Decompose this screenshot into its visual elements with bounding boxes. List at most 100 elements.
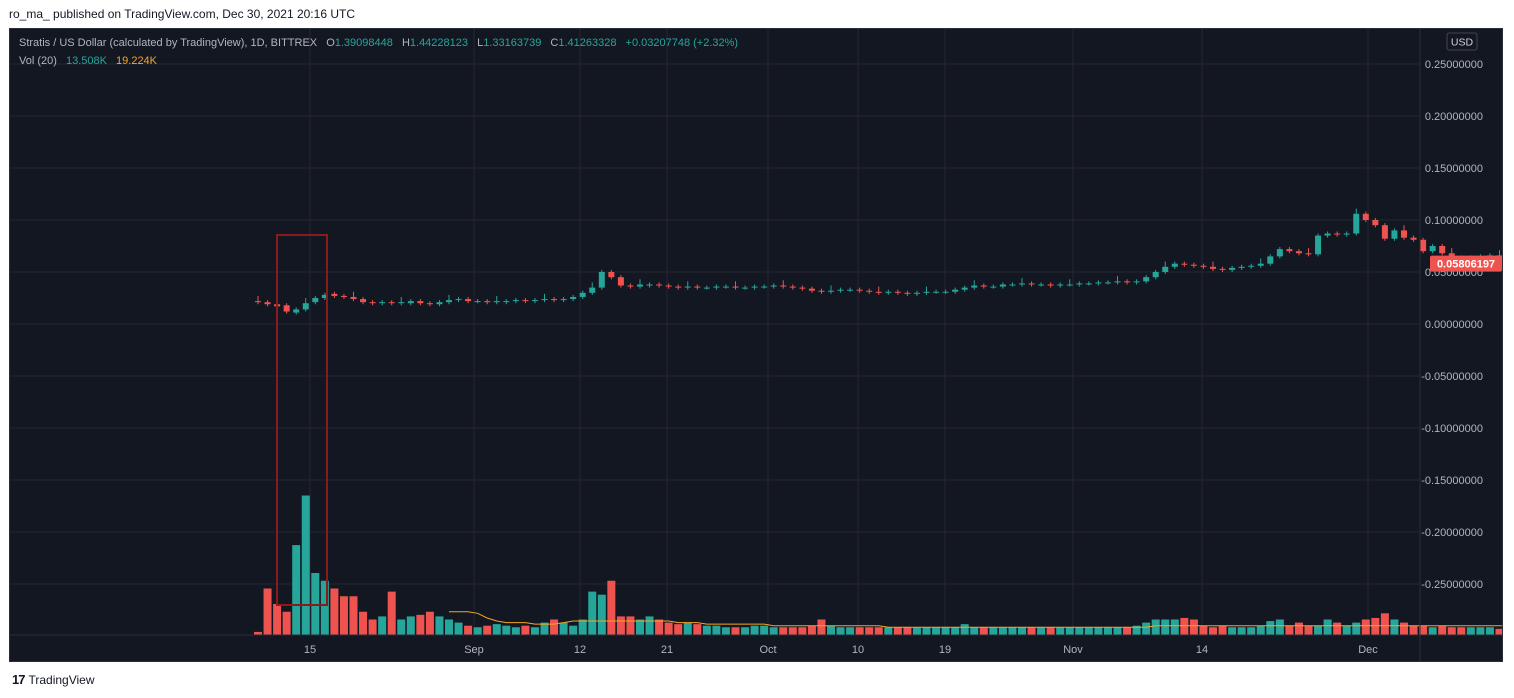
volume-bar — [292, 545, 301, 635]
candle — [646, 282, 653, 288]
candle-body — [885, 291, 892, 293]
candle-body — [283, 305, 290, 312]
candle-body — [1401, 230, 1407, 238]
candle — [933, 289, 940, 294]
candle-body — [1353, 213, 1360, 234]
candle-body — [1448, 253, 1455, 258]
price-chart[interactable]: 0.25000000 0.20000000 0.15000000 0.10000000… — [10, 29, 1503, 662]
volume-bar — [941, 627, 950, 635]
volume-bar — [1065, 627, 1074, 635]
volume-bar — [1438, 625, 1447, 635]
candle — [789, 284, 796, 290]
candle — [770, 283, 777, 289]
volume-bar — [1294, 622, 1303, 635]
volume-bar — [1476, 627, 1485, 635]
candle-body — [1076, 283, 1083, 285]
candle-body — [780, 285, 787, 287]
currency-button[interactable]: USD — [1446, 32, 1478, 51]
volume-bar — [540, 622, 549, 635]
candle — [1210, 261, 1216, 271]
candle — [360, 296, 367, 305]
candle-body — [1047, 284, 1054, 286]
volume-bar — [683, 622, 692, 635]
candle-body — [837, 289, 844, 291]
candle — [302, 298, 309, 312]
chart-frame[interactable]: 0.25000000 0.20000000 0.15000000 0.10000000… — [9, 28, 1503, 662]
candle-body — [761, 286, 768, 288]
candle — [1143, 275, 1150, 284]
candle-body — [551, 299, 558, 301]
volume-label: Vol (20) — [19, 55, 57, 67]
volume-bar — [445, 619, 453, 635]
candle-body — [302, 303, 309, 310]
candle-body — [331, 293, 338, 296]
volume-bar — [378, 616, 387, 635]
volume-bar — [1132, 625, 1141, 635]
volume-bar — [1371, 617, 1380, 635]
candle-body — [598, 272, 605, 288]
candle — [283, 303, 290, 314]
candle-body — [512, 300, 519, 302]
candle — [1391, 228, 1398, 241]
volume-bar — [349, 596, 358, 635]
candle — [722, 284, 729, 289]
candle — [264, 300, 271, 307]
y-tick-label: 0.10000000 — [1425, 215, 1483, 227]
volume-bar — [741, 627, 750, 635]
footer-brand[interactable]: TradingView — [28, 672, 95, 687]
x-tick-label: 19 — [939, 644, 951, 656]
volume-bar — [454, 622, 463, 635]
candle-body — [1267, 256, 1274, 264]
candlesticks — [255, 208, 1502, 315]
candle — [551, 296, 558, 303]
volume-bar — [1027, 627, 1036, 635]
candle — [407, 299, 414, 306]
candle-body — [770, 285, 777, 287]
candle — [780, 280, 787, 289]
volume-bar — [254, 631, 262, 635]
candle — [894, 289, 901, 295]
candle-body — [255, 301, 261, 303]
candle-body — [1104, 282, 1111, 284]
candle-body — [1420, 239, 1427, 252]
candle-body — [465, 299, 472, 302]
x-tick-label: 21 — [661, 644, 673, 656]
candle-body — [694, 286, 701, 288]
candle — [293, 307, 300, 315]
volume-bar — [1103, 627, 1112, 635]
candle — [465, 296, 472, 304]
volume-bar — [1046, 627, 1055, 635]
candle — [1009, 282, 1016, 287]
volume-bar — [1170, 619, 1179, 635]
legend-symbol: Stratis / US Dollar (calculated by Tradi… — [19, 37, 318, 49]
candle — [904, 290, 911, 296]
candle — [1171, 261, 1178, 269]
legend: Stratis / US Dollar (calculated by Tradi… — [19, 37, 738, 67]
candle — [1362, 211, 1369, 223]
candle-body — [1286, 249, 1293, 252]
candle — [340, 293, 347, 300]
volume-bar — [1428, 627, 1437, 635]
candle-body — [407, 301, 414, 304]
candle-body — [1410, 237, 1417, 240]
candle — [1229, 265, 1236, 272]
candle-body — [1009, 284, 1016, 286]
volume-bar — [893, 627, 902, 635]
candle — [999, 282, 1006, 289]
volume-bar — [1123, 627, 1132, 635]
candle — [1276, 247, 1283, 259]
candle-body — [1143, 277, 1150, 282]
candle — [1152, 269, 1159, 280]
candle — [1315, 233, 1322, 257]
candle — [1353, 208, 1360, 236]
candle — [1124, 279, 1131, 285]
volume-bar — [664, 622, 673, 635]
candle — [1133, 279, 1140, 285]
volume-bar — [492, 624, 501, 635]
candle — [617, 275, 624, 288]
candle-body — [1085, 283, 1092, 285]
candle-body — [875, 291, 882, 293]
candle-body — [522, 300, 529, 302]
volume-bars — [254, 495, 1502, 635]
candle — [474, 299, 481, 304]
